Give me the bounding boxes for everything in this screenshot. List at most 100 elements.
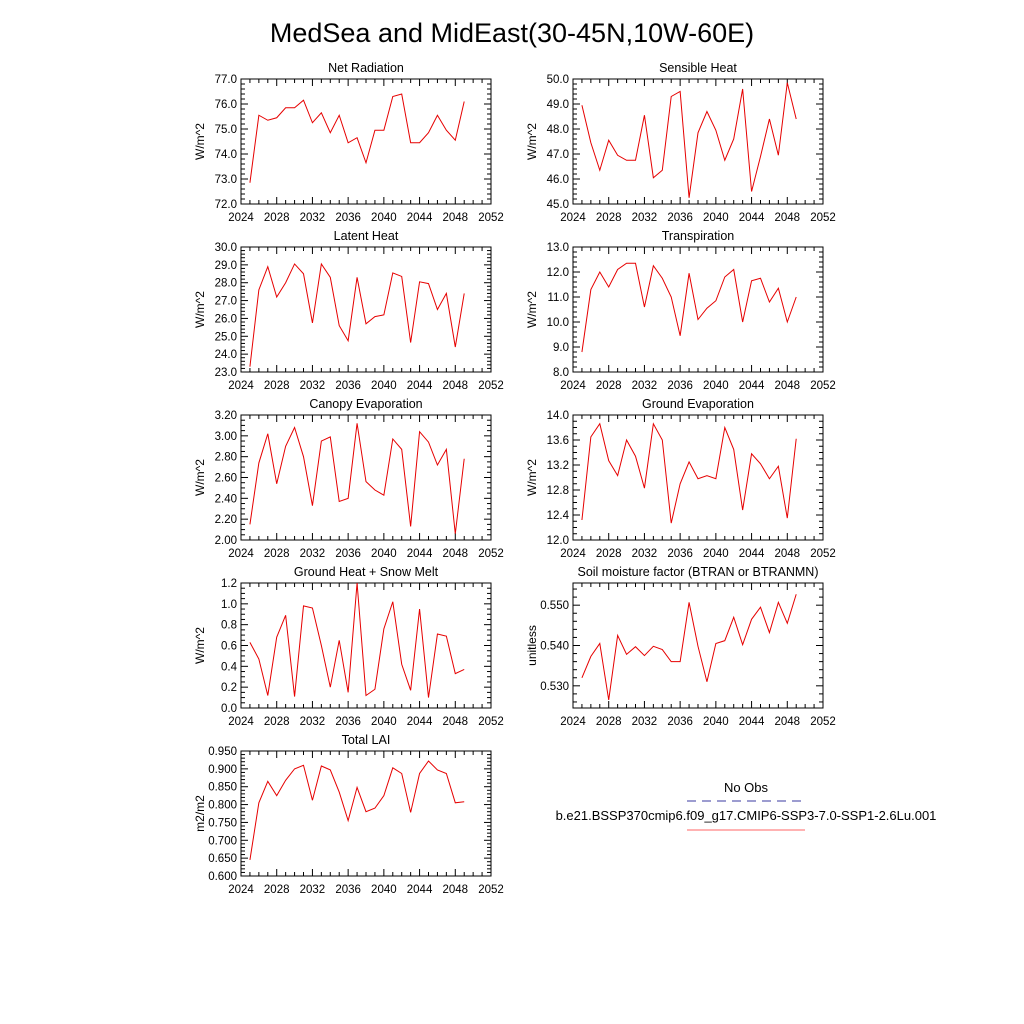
figure-title: MedSea and MidEast(30-45N,10W-60E) [270,18,754,48]
ground-evaporation-xtick-label: 2048 [774,548,800,560]
net-radiation-ytick-label: 72.0 [215,199,237,211]
transpiration-frame [572,246,824,373]
sensible-heat-xtick-label: 2052 [810,212,836,224]
sensible-heat-xtick-label: 2032 [632,212,658,224]
net-radiation-xtick-label: 2036 [335,212,361,224]
latent-heat-ytick-label: 24.0 [215,349,237,361]
ground-evaporation-ytick-label: 13.6 [547,435,569,447]
latent-heat-xtick-label: 2040 [371,380,397,392]
transpiration-xtick-label: 2028 [596,380,622,392]
soil-moisture-factor-btran-or-btranmn-xtick-label: 2048 [774,716,800,728]
sensible-heat-xtick-label: 2040 [703,212,729,224]
transpiration-xtick-label: 2036 [667,380,693,392]
latent-heat-xtick-label: 2028 [264,380,290,392]
ground-heat-snow-melt-xtick-label: 2036 [335,716,361,728]
net-radiation-frame [240,78,492,205]
canopy-evaporation-ylabel: W/m^2 [193,459,207,496]
ground-evaporation-xtick-label: 2036 [667,548,693,560]
transpiration-xtick-label: 2040 [703,380,729,392]
net-radiation-xtick-label: 2048 [442,212,468,224]
latent-heat-ytick-label: 23.0 [215,367,237,379]
ground-heat-snow-melt-xtick-label: 2024 [228,716,254,728]
total-lai-series-line [249,760,465,861]
ground-evaporation-frame [572,414,824,541]
panel-ground-heat-snow-melt: Ground Heat + Snow Melt 2024 2028 2032 2036 2… [193,565,504,728]
latent-heat-ytick-label: 27.0 [215,296,237,308]
ground-heat-snow-melt-ytick-label: 0.2 [221,682,237,694]
sensible-heat-ytick-label: 49.0 [547,99,569,111]
net-radiation-ytick-label: 76.0 [215,99,237,111]
soil-moisture-factor-btran-or-btranmn-xtick-label: 2044 [739,716,765,728]
panel-sensible-heat: Sensible Heat 2024 2028 2032 2036 2040 2044 204… [525,61,836,224]
canopy-evaporation-xtick-label: 2044 [407,548,433,560]
total-lai-xtick-label: 2040 [371,884,397,896]
total-lai-xtick-label: 2052 [478,884,504,896]
ground-heat-snow-melt-xtick-label: 2044 [407,716,433,728]
sensible-heat-ytick-label: 48.0 [547,124,569,136]
canopy-evaporation-xtick-label: 2024 [228,548,254,560]
soil-moisture-factor-btran-or-btranmn-title: Soil moisture factor (BTRAN or BTRANMN) [577,565,818,579]
latent-heat-xtick-label: 2032 [300,380,326,392]
canopy-evaporation-xtick-label: 2032 [300,548,326,560]
transpiration-ytick-label: 13.0 [547,242,569,254]
soil-moisture-factor-btran-or-btranmn-xtick-label: 2040 [703,716,729,728]
canopy-evaporation-xtick-label: 2048 [442,548,468,560]
transpiration-xtick-label: 2044 [739,380,765,392]
sensible-heat-ytick-label: 46.0 [547,174,569,186]
sensible-heat-ylabel: W/m^2 [525,123,539,160]
ground-evaporation-series-line [581,422,797,524]
net-radiation-xtick-label: 2040 [371,212,397,224]
ground-heat-snow-melt-xtick-label: 2048 [442,716,468,728]
canopy-evaporation-ytick-label: 2.20 [215,514,237,526]
latent-heat-xtick-label: 2048 [442,380,468,392]
soil-moisture-factor-btran-or-btranmn-xtick-label: 2028 [596,716,622,728]
ground-evaporation-xtick-label: 2024 [560,548,586,560]
soil-moisture-factor-btran-or-btranmn-ylabel: unitless [525,625,539,666]
panel-canopy-evaporation: Canopy Evaporation 2024 2028 2032 2036 2040 20… [193,397,504,560]
total-lai-ytick-label: 0.600 [208,871,237,883]
soil-moisture-factor-btran-or-btranmn-ytick-label: 0.550 [540,600,569,612]
latent-heat-title: Latent Heat [334,229,399,243]
sensible-heat-title: Sensible Heat [659,61,737,75]
ground-evaporation-ytick-label: 12.8 [547,485,569,497]
canopy-evaporation-ytick-label: 2.80 [215,452,237,464]
latent-heat-ylabel: W/m^2 [193,291,207,328]
ground-evaporation-xtick-label: 2040 [703,548,729,560]
sensible-heat-xtick-label: 2024 [560,212,586,224]
net-radiation-xtick-label: 2052 [478,212,504,224]
total-lai-ytick-label: 0.650 [208,853,237,865]
soil-moisture-factor-btran-or-btranmn-xtick-label: 2036 [667,716,693,728]
net-radiation-ylabel: W/m^2 [193,123,207,160]
ground-heat-snow-melt-xtick-label: 2028 [264,716,290,728]
total-lai-title: Total LAI [342,733,391,747]
sensible-heat-xtick-label: 2036 [667,212,693,224]
ground-evaporation-ytick-label: 13.2 [547,460,569,472]
latent-heat-frame [240,246,492,373]
ground-heat-snow-melt-ylabel: W/m^2 [193,627,207,664]
latent-heat-series-line [249,262,465,367]
panels: Net Radiation 2024 2028 2032 2036 2040 2044 204… [193,61,836,896]
ground-evaporation-xtick-label: 2044 [739,548,765,560]
ground-evaporation-ytick-label: 14.0 [547,410,569,422]
canopy-evaporation-xtick-label: 2028 [264,548,290,560]
ground-evaporation-ytick-label: 12.4 [547,510,570,522]
ground-heat-snow-melt-ytick-label: 0.8 [221,620,237,632]
latent-heat-ytick-label: 30.0 [215,242,237,254]
transpiration-ytick-label: 10.0 [547,317,569,329]
total-lai-xtick-label: 2044 [407,884,433,896]
net-radiation-title: Net Radiation [328,61,404,75]
ground-heat-snow-melt-ytick-label: 0.4 [221,661,238,673]
canopy-evaporation-ytick-label: 3.00 [215,431,237,443]
panel-net-radiation: Net Radiation 2024 2028 2032 2036 2040 2044 204… [193,61,504,224]
canopy-evaporation-xtick-label: 2036 [335,548,361,560]
ground-heat-snow-melt-ytick-label: 0.6 [221,641,237,653]
ground-heat-snow-melt-xtick-label: 2052 [478,716,504,728]
total-lai-frame [240,750,492,877]
soil-moisture-factor-btran-or-btranmn-series-line [581,594,797,701]
latent-heat-ytick-label: 29.0 [215,260,237,272]
ground-heat-snow-melt-ytick-label: 1.2 [221,578,237,590]
transpiration-xtick-label: 2048 [774,380,800,392]
total-lai-ylabel: m2/m2 [193,795,207,832]
net-radiation-xtick-label: 2028 [264,212,290,224]
transpiration-ytick-label: 9.0 [553,342,569,354]
